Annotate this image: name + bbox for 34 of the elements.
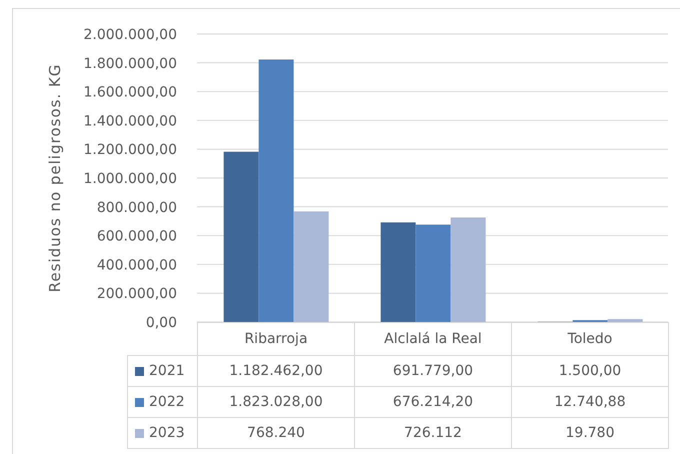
legend-label: 2022 [149,394,185,410]
x-tick-label: Ribarroja [244,331,308,347]
data-label: 12.740,88 [554,394,626,410]
bar [294,211,329,322]
y-axis-title: Residuos no peligrosos. KG [46,64,64,292]
bar [258,59,294,322]
y-tick-label: 2.000.000,00 [83,26,177,43]
y-tick-label: 1.600.000,00 [83,84,177,101]
y-tick-label: 600.000,00 [96,228,177,245]
data-label: 1.182.462,00 [229,363,323,379]
y-tick-label: 400.000,00 [96,257,177,274]
legend-label: 2021 [149,363,185,379]
y-tick-label: 800.000,00 [96,200,177,216]
data-label: 1.823.028,00 [229,394,323,410]
data-label: 676.214,20 [392,394,474,410]
bar [608,319,643,322]
bar [450,217,486,322]
data-label: 691.779,00 [392,363,474,379]
x-tick-label: Alclalá la Real [384,331,482,347]
data-label: 726.112 [404,425,462,441]
data-label: 19.780 [566,425,614,441]
y-tick-label: 0,00 [146,314,177,331]
bar [416,224,451,322]
x-tick-label: Toledo [568,331,612,347]
data-label: 768.240 [247,425,305,441]
legend-label: 2023 [149,425,185,441]
data-label: 1.500,00 [558,363,622,379]
y-tick-label: 1.800.000,00 [83,56,177,72]
bar [380,222,416,322]
bar [224,152,259,322]
y-tick-label: 1.000.000,00 [83,170,177,187]
y-tick-label: 1.400.000,00 [83,113,177,130]
y-tick-label: 200.000,00 [96,286,177,302]
y-tick-label: 1.200.000,00 [83,142,177,158]
